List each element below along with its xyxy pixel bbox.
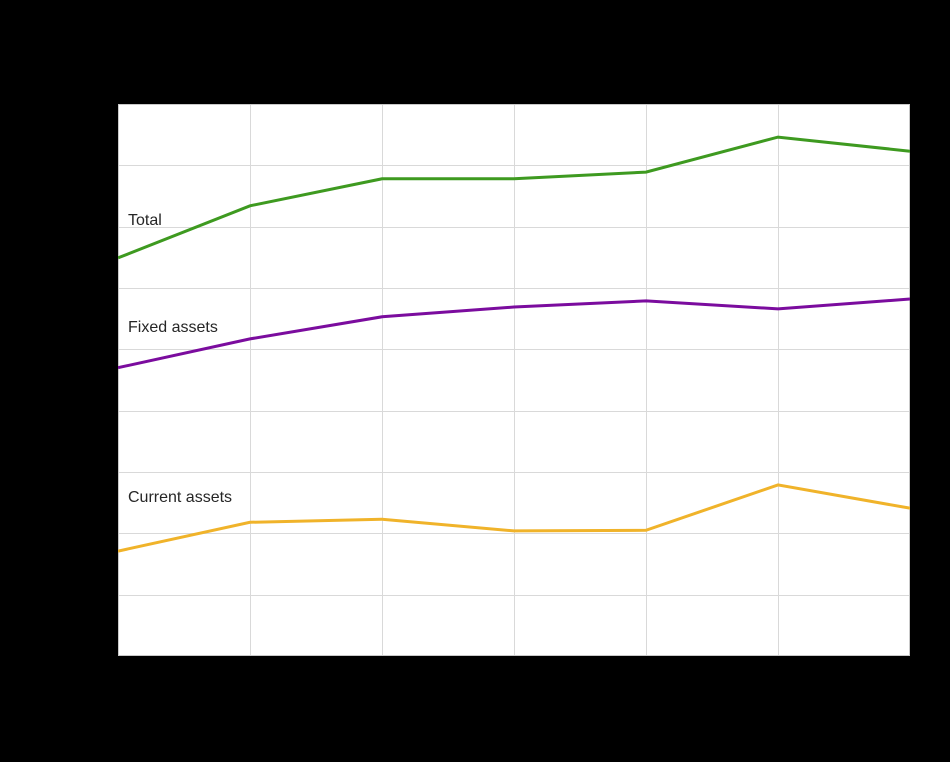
plot-border bbox=[118, 104, 910, 656]
series-lines bbox=[118, 135, 910, 553]
current-assets-line bbox=[118, 483, 910, 553]
plot-area: Total Fixed assets Current assets bbox=[118, 104, 910, 656]
fixed-assets-line bbox=[118, 297, 910, 370]
chart-svg bbox=[118, 104, 910, 656]
total-line bbox=[118, 135, 910, 260]
gridlines bbox=[118, 104, 910, 656]
